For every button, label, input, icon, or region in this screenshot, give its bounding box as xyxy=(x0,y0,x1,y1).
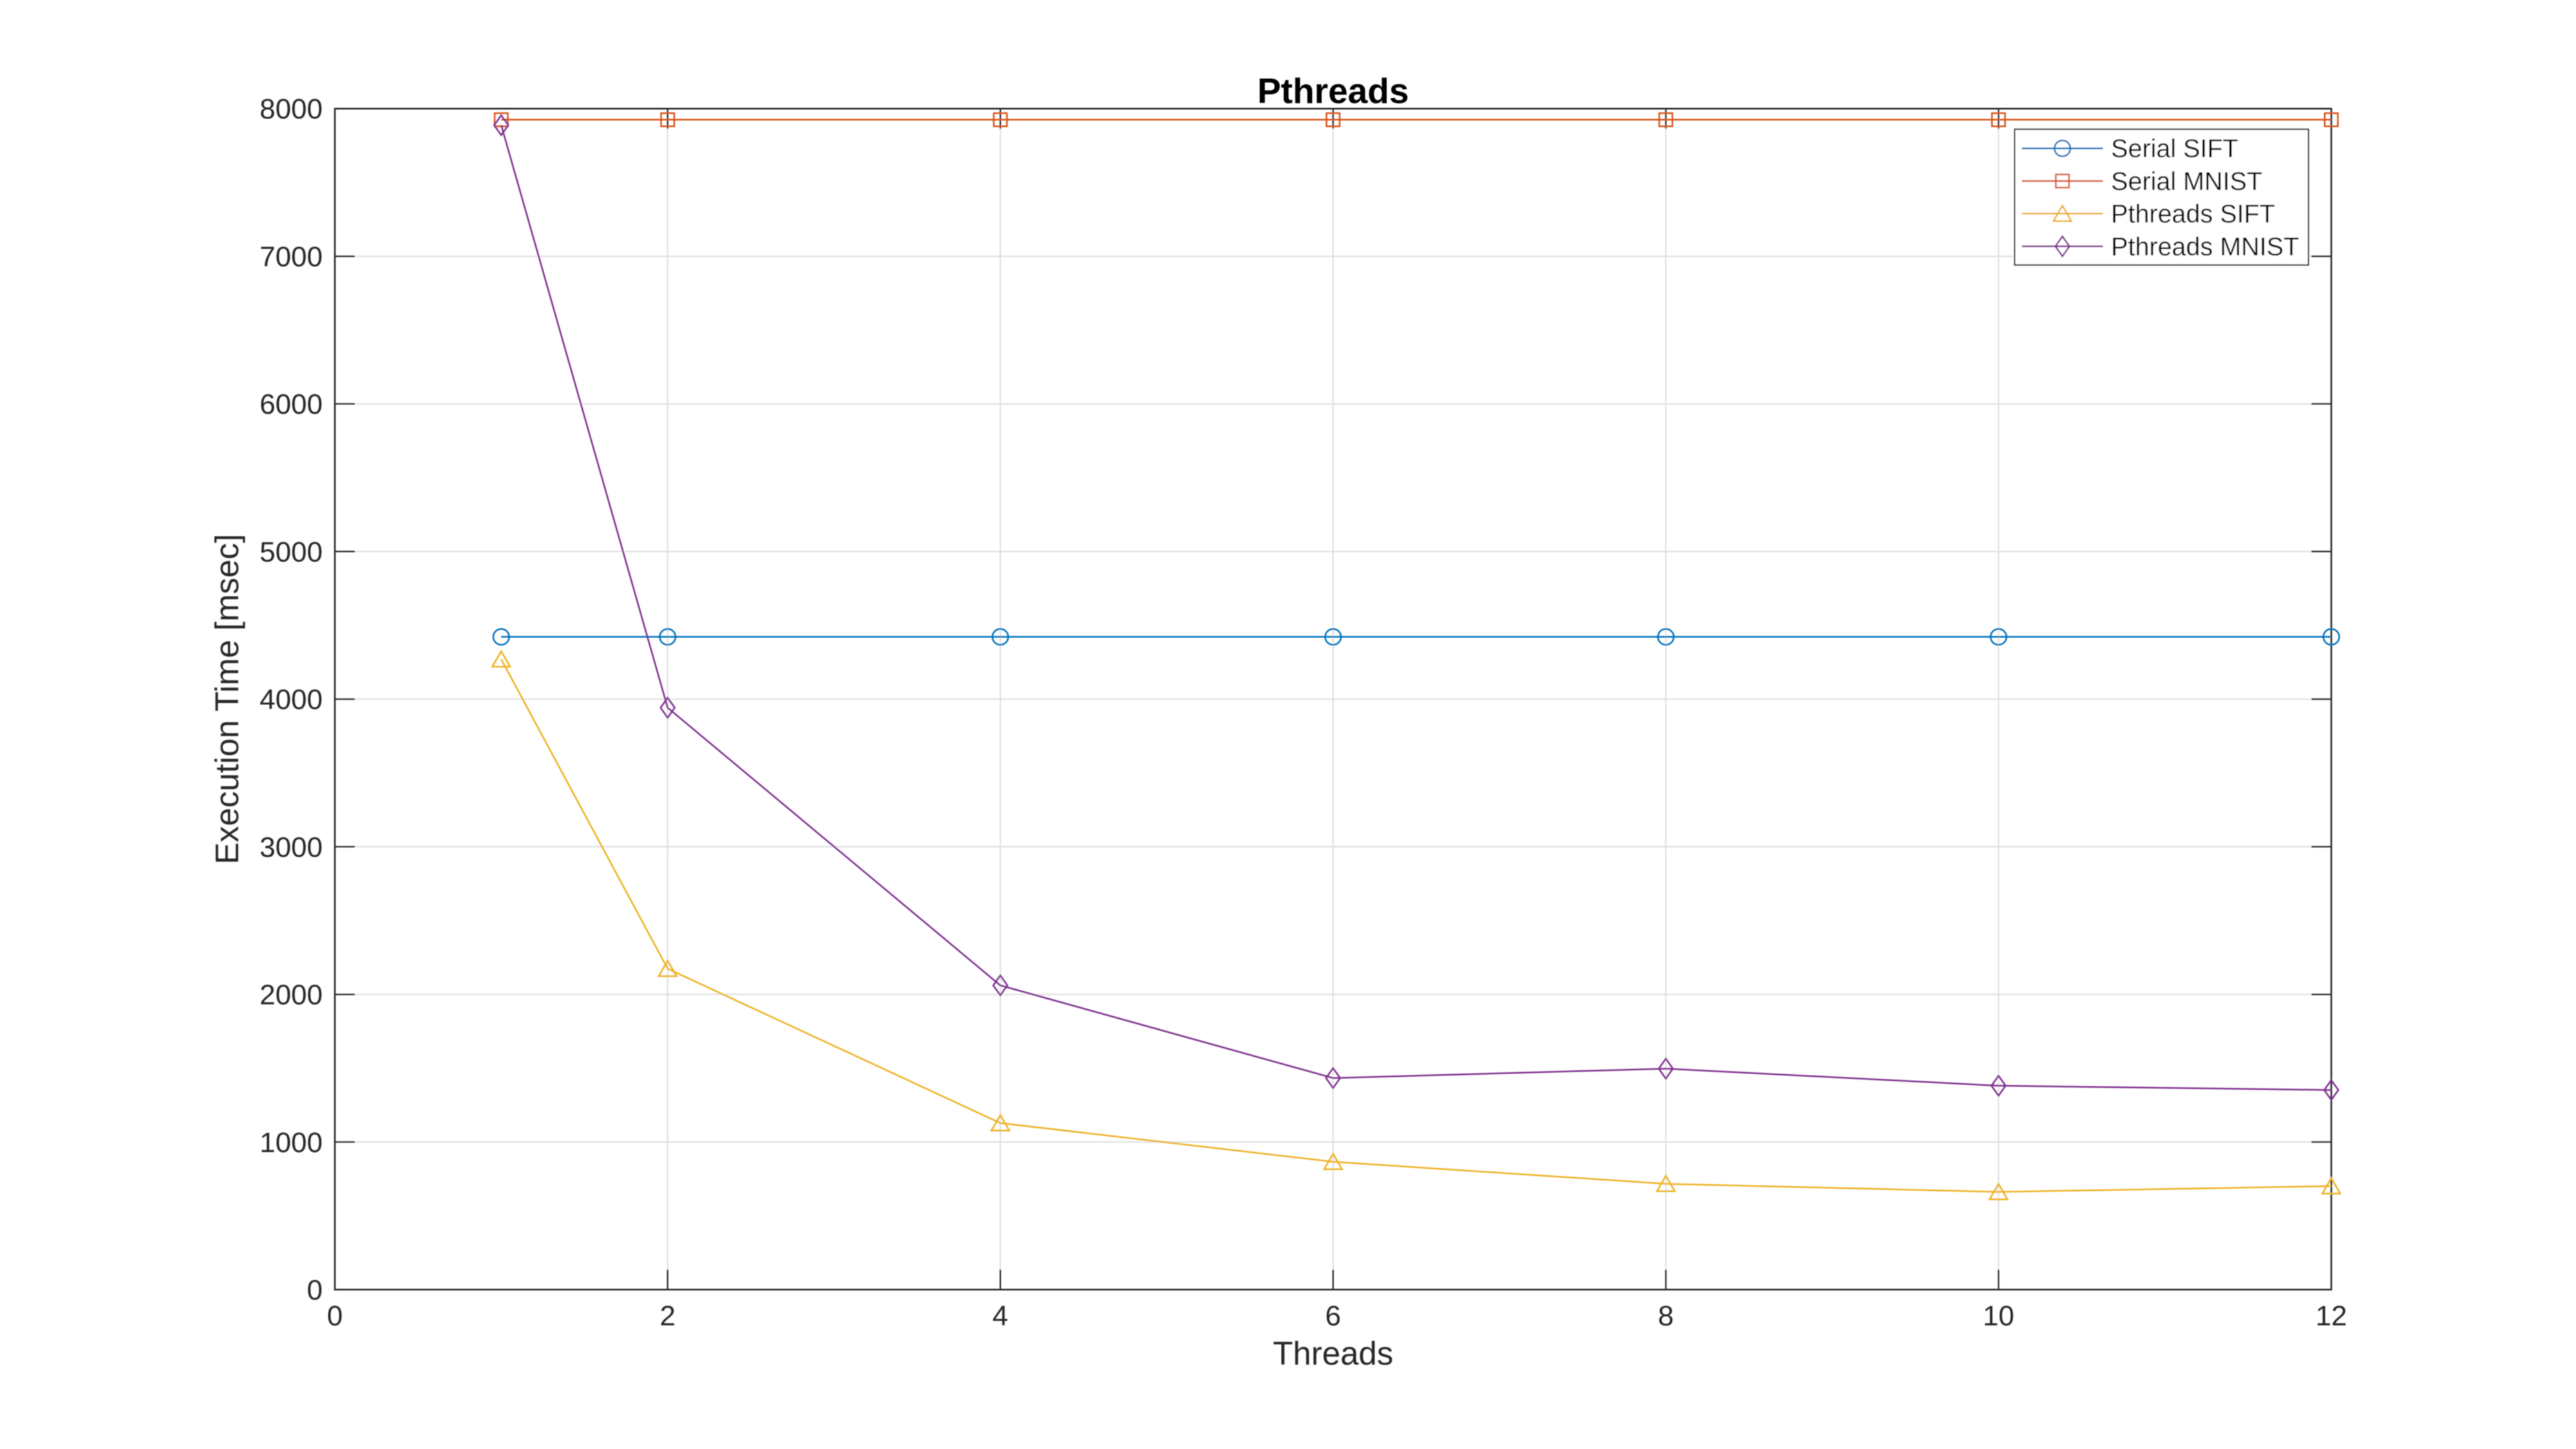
svg-text:2: 2 xyxy=(659,1300,675,1332)
svg-text:0: 0 xyxy=(327,1300,343,1332)
svg-text:6: 6 xyxy=(1325,1300,1341,1332)
svg-text:8: 8 xyxy=(1658,1300,1673,1332)
svg-text:Threads: Threads xyxy=(1273,1335,1393,1372)
svg-text:8000: 8000 xyxy=(260,93,323,125)
svg-text:Pthreads SIFT: Pthreads SIFT xyxy=(2111,200,2275,229)
svg-text:Serial MNIST: Serial MNIST xyxy=(2111,167,2262,196)
svg-text:3000: 3000 xyxy=(260,831,323,863)
svg-text:Pthreads MNIST: Pthreads MNIST xyxy=(2111,232,2299,261)
svg-text:Serial SIFT: Serial SIFT xyxy=(2111,135,2239,163)
svg-text:12: 12 xyxy=(2316,1300,2347,1332)
svg-text:10: 10 xyxy=(1983,1300,2014,1332)
svg-text:7000: 7000 xyxy=(260,242,323,273)
svg-text:2000: 2000 xyxy=(260,980,323,1011)
svg-text:0: 0 xyxy=(307,1274,323,1306)
svg-text:4: 4 xyxy=(992,1300,1008,1332)
svg-text:5000: 5000 xyxy=(260,536,323,568)
svg-text:1000: 1000 xyxy=(260,1127,323,1159)
svg-text:6000: 6000 xyxy=(260,389,323,421)
svg-text:Pthreads: Pthreads xyxy=(1257,71,1408,111)
svg-text:Execution Time [msec]: Execution Time [msec] xyxy=(209,534,245,864)
svg-text:4000: 4000 xyxy=(260,684,323,715)
